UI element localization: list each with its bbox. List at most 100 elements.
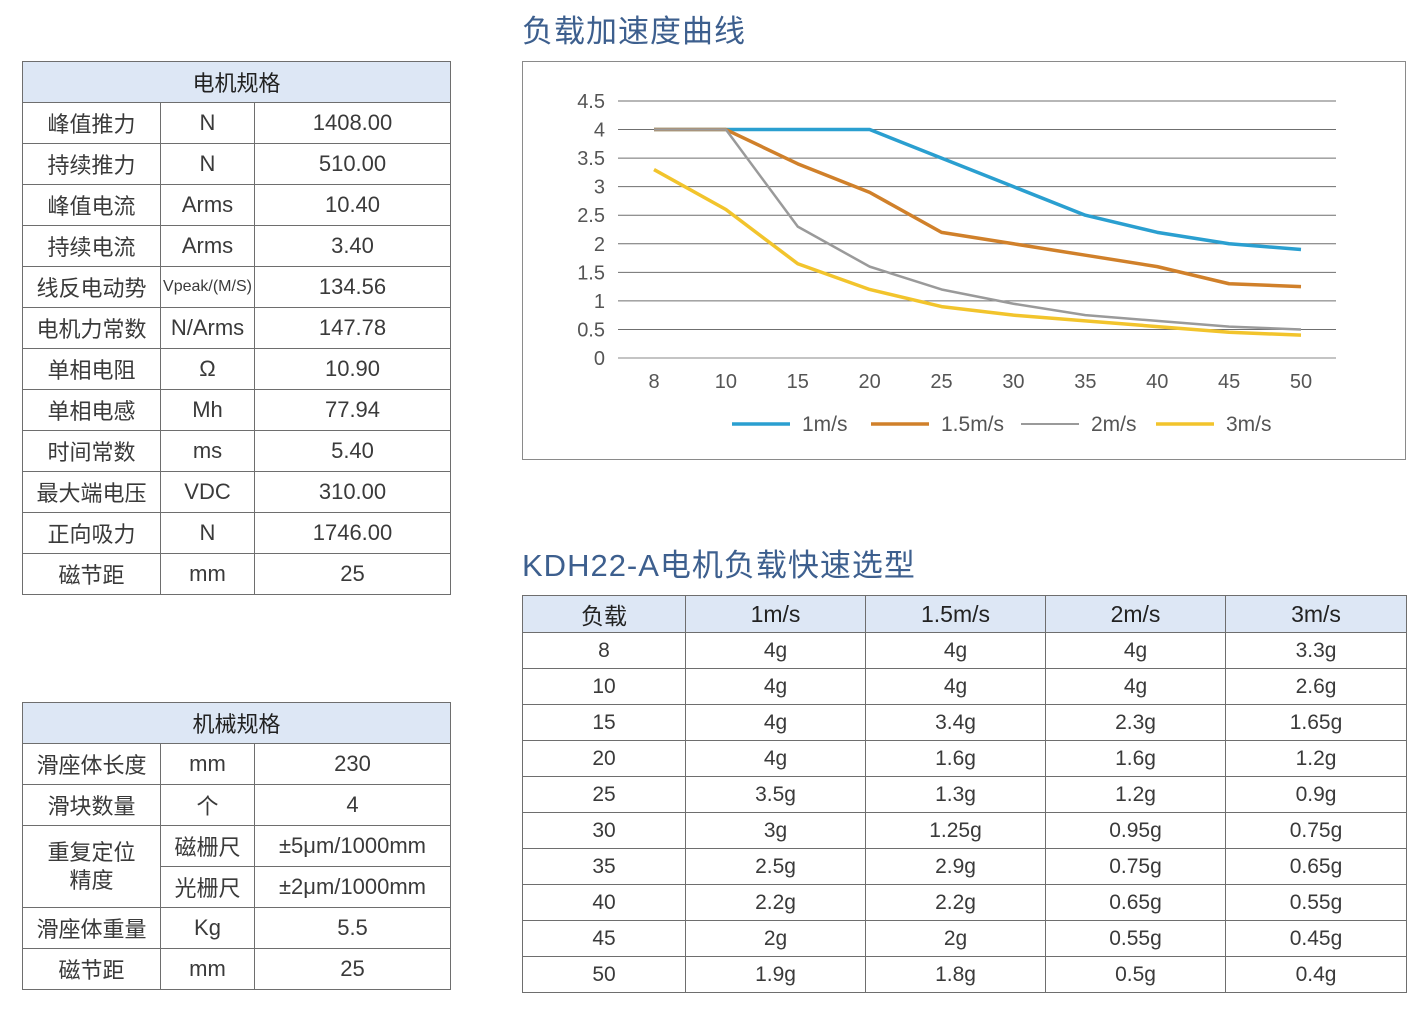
spec-value: 10.40: [254, 184, 451, 226]
column-header: 1m/s: [685, 595, 866, 633]
spec-unit: Arms: [160, 225, 255, 267]
table-row: 线反电动势 Vpeak/(M/S) 134.56: [22, 266, 451, 308]
spec-unit: N/Arms: [160, 307, 255, 349]
table-cell: 1.6g: [865, 740, 1046, 777]
table-cell: 0.4g: [1225, 956, 1407, 993]
spec-name: 持续推力: [22, 143, 161, 185]
table-cell: 1.8g: [865, 956, 1046, 993]
spec-name: 持续电流: [22, 225, 161, 267]
column-header: 2m/s: [1045, 595, 1226, 633]
spec-unit: mm: [160, 743, 255, 785]
spec-unit: Kg: [160, 907, 255, 949]
table-cell: 0.9g: [1225, 776, 1407, 813]
spec-value: 10.90: [254, 348, 451, 390]
table-cell: 3g: [685, 812, 866, 849]
legend-label: 2m/s: [1091, 413, 1137, 436]
x-tick-label: 35: [1074, 371, 1096, 393]
series-line-1.5m/s: [654, 127, 1302, 289]
y-tick-label: 0: [594, 348, 605, 370]
spec-unit: mm: [160, 948, 255, 990]
table-row: 时间常数 ms 5.40: [22, 430, 451, 472]
table-row: 滑座体长度 mm 230: [22, 743, 451, 785]
x-tick-label: 15: [787, 371, 809, 393]
y-tick-label: 1: [594, 291, 605, 313]
x-tick-label: 8: [648, 371, 659, 393]
spec-value: 1408.00: [254, 102, 451, 144]
table-row: 30 3g 1.25g 0.95g 0.75g: [522, 812, 1407, 849]
table-cell: 2.3g: [1045, 704, 1226, 741]
table-cell: 3.4g: [865, 704, 1046, 741]
table-row: 滑块数量 个 4: [22, 784, 451, 826]
column-header: 负载: [522, 595, 686, 633]
y-tick-label: 2.5: [577, 205, 605, 227]
table-cell: 0.65g: [1225, 848, 1407, 885]
motor-spec-title: 电机规格: [22, 61, 451, 103]
table-cell: 2.2g: [685, 884, 866, 921]
table-cell: 3.3g: [1225, 632, 1407, 669]
table-cell: 0.95g: [1045, 812, 1226, 849]
y-tick-label: 3: [594, 177, 605, 199]
table-cell: 1.65g: [1225, 704, 1407, 741]
spec-value: 4: [254, 784, 451, 826]
spec-unit: 个: [160, 784, 255, 826]
spec-name: 电机力常数: [22, 307, 161, 349]
table-cell: 0.65g: [1045, 884, 1226, 921]
column-header: 1.5m/s: [865, 595, 1046, 633]
table-row: 50 1.9g 1.8g 0.5g 0.4g: [522, 956, 1407, 993]
spec-unit: N: [160, 143, 255, 185]
table-cell: 0.75g: [1225, 812, 1407, 849]
spec-name: 单相电阻: [22, 348, 161, 390]
table-row: 35 2.5g 2.9g 0.75g 0.65g: [522, 848, 1407, 885]
chart-title: 负载加速度曲线: [522, 14, 746, 49]
table-cell: 4g: [685, 740, 866, 777]
table-cell: 10: [522, 668, 686, 705]
spec-value: 510.00: [254, 143, 451, 185]
table-cell: 8: [522, 632, 686, 669]
mech-spec-table: 机械规格 滑座体长度 mm 230 滑块数量 个 4 重复定位精度 磁栅尺 ±5…: [22, 702, 451, 990]
spec-unit: N: [160, 102, 255, 144]
table-row: 滑座体重量 Kg 5.5: [22, 907, 451, 949]
table-cell: 2.6g: [1225, 668, 1407, 705]
spec-value: 5.40: [254, 430, 451, 472]
table-row: 40 2.2g 2.2g 0.65g 0.55g: [522, 884, 1407, 921]
table-cell: 3.5g: [685, 776, 866, 813]
spec-name: 单相电感: [22, 389, 161, 431]
table-cell: 2.2g: [865, 884, 1046, 921]
spec-name: 时间常数: [22, 430, 161, 472]
table-cell: 25: [522, 776, 686, 813]
table-cell: 4g: [685, 632, 866, 669]
table-row: 10 4g 4g 4g 2.6g: [522, 668, 1407, 705]
chart-canvas: 0 0.5 1 1.5 2 2.5 3 3.5 4 4.5 8 10 15 20 25 30 35 40 45 50 1…: [577, 91, 1336, 436]
table-cell: 0.75g: [1045, 848, 1226, 885]
table-cell: 4g: [685, 668, 866, 705]
y-tick-label: 0.5: [577, 319, 605, 341]
spec-value: 5.5: [254, 907, 451, 949]
table-row: 磁节距 mm 25: [22, 553, 451, 595]
spec-value: 25: [254, 553, 451, 595]
y-tick-label: 2: [594, 234, 605, 256]
table-row: 持续电流 Arms 3.40: [22, 225, 451, 267]
table-cell: 1.9g: [685, 956, 866, 993]
table-cell: 2.9g: [865, 848, 1046, 885]
spec-name: 滑座体长度: [22, 743, 161, 785]
table-row: 峰值电流 Arms 10.40: [22, 184, 451, 226]
table-row: 光栅尺 ±2μm/1000mm: [23, 866, 451, 908]
spec-value: 310.00: [254, 471, 451, 513]
spec-unit: 光栅尺: [160, 866, 255, 908]
spec-name: 正向吸力: [22, 512, 161, 554]
table-cell: 50: [522, 956, 686, 993]
series-line-1m/s: [654, 127, 1302, 252]
table-cell: 20: [522, 740, 686, 777]
table-cell: 40: [522, 884, 686, 921]
spec-value: 230: [254, 743, 451, 785]
table-row: 磁节距 mm 25: [22, 948, 451, 990]
y-tick-label: 3.5: [577, 148, 605, 170]
series-line-3m/s: [653, 168, 1302, 337]
table-row: 45 2g 2g 0.55g 0.45g: [522, 920, 1407, 957]
spec-name: 重复定位精度: [22, 825, 161, 908]
table-row: 20 4g 1.6g 1.6g 1.2g: [522, 740, 1407, 777]
table-cell: 2.5g: [685, 848, 866, 885]
spec-unit: Ω: [160, 348, 255, 390]
mech-spec-title: 机械规格: [22, 702, 451, 744]
table-cell: 2g: [685, 920, 866, 957]
